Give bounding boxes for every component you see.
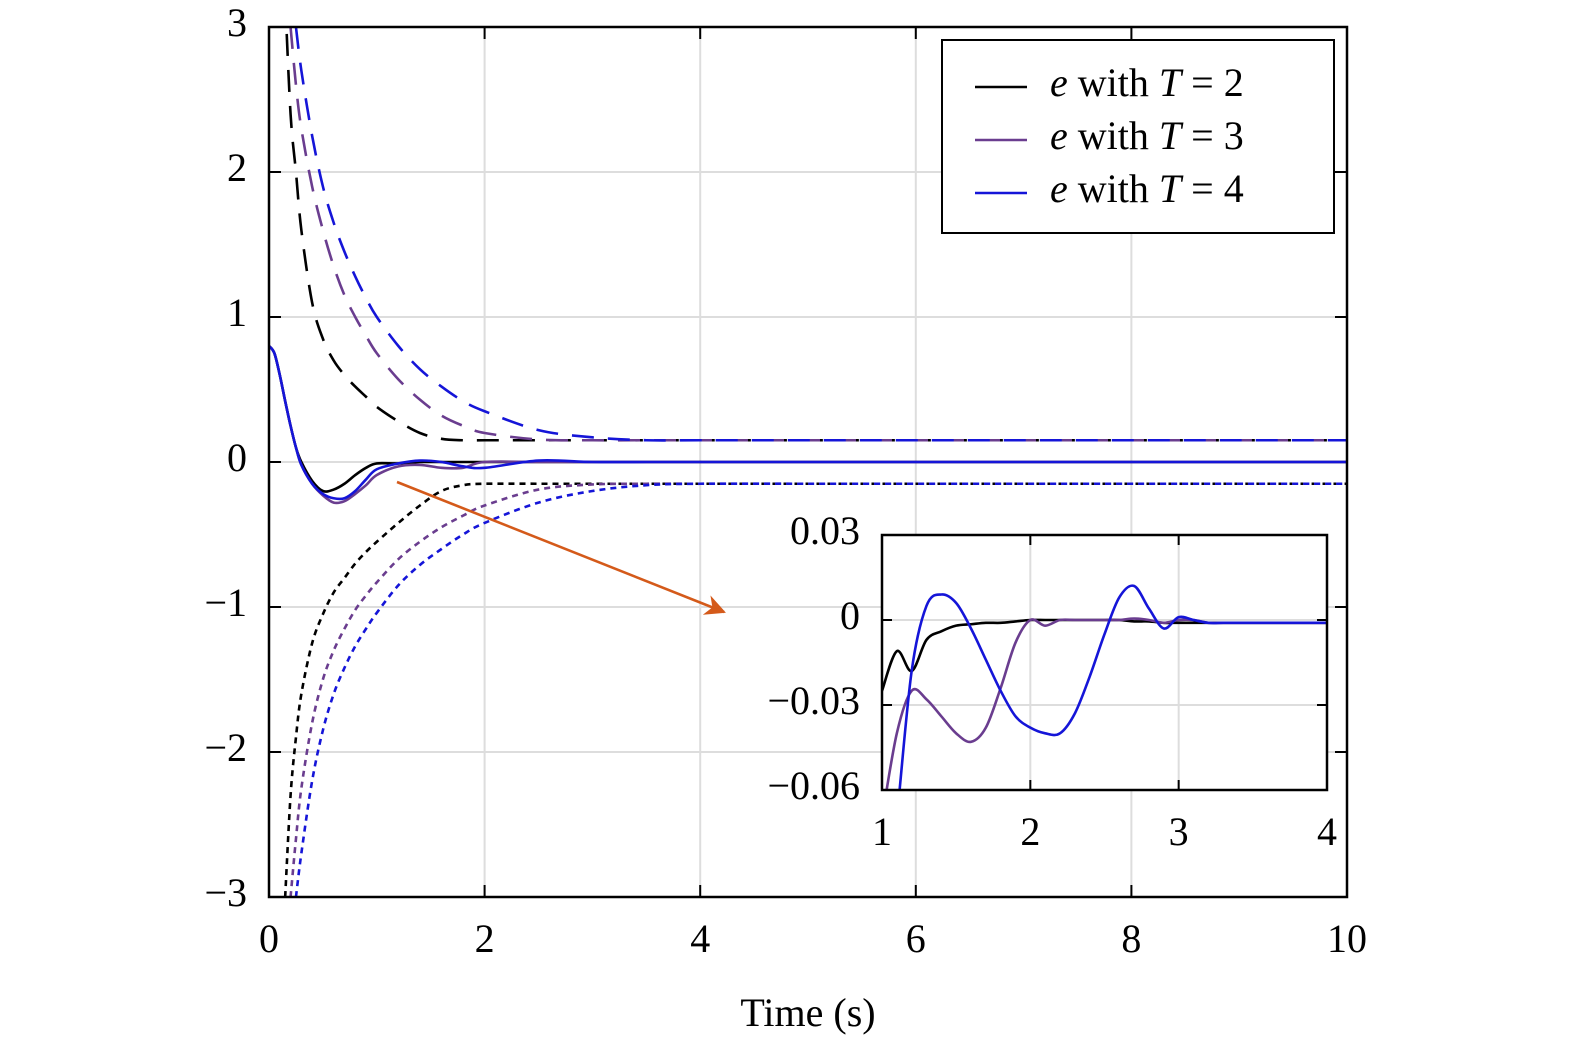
x-tick-label: 2 [1020,809,1040,854]
plot-area [269,27,1347,897]
series-line [294,482,1347,897]
x-tick-label: 3 [1169,809,1189,854]
x-tick-label: 1 [872,809,892,854]
x-tick-label: 2 [475,916,495,961]
series-line [294,27,1347,442]
series-line [269,345,1347,493]
x-tick-label: 10 [1327,916,1367,961]
y-tick-label: 3 [227,0,247,45]
y-tick-label: 2 [227,145,247,190]
legend-box [941,39,1335,234]
y-tick-label: 1 [227,290,247,335]
x-tick-label: 8 [1121,916,1141,961]
plot-area [882,584,1327,790]
legend-label: e with T = 3 [1050,113,1244,158]
series-line [269,345,1347,501]
x-tick-label: 4 [1317,809,1337,854]
zoom-arrow [396,480,726,615]
inset-background [882,535,1327,790]
legend-label: e with T = 2 [1050,60,1244,105]
series-line [289,27,1347,442]
y-tick-label: −0.06 [767,763,860,808]
y-tick-label: −2 [204,725,247,770]
series-line [283,482,1347,897]
y-tick-label: −0.03 [767,678,860,723]
y-tick-label: 0 [840,593,860,638]
x-tick-label: 4 [690,916,710,961]
axes: 1 2 3 4 −0.06 −0.03 0 0.03 [767,508,1337,854]
series-line [269,345,1347,505]
series-line [285,27,1347,442]
y-tick-label: −3 [204,870,247,915]
x-axis-label: Time (s) [740,990,875,1035]
axes-frame [880,533,1329,792]
y-tick-label: 0.03 [790,508,860,553]
y-tick-label: 0 [227,435,247,480]
y-tick-label: −1 [204,580,247,625]
x-tick-label: 6 [906,916,926,961]
legend-label: e with T = 4 [1050,166,1244,211]
series-line [289,482,1347,897]
axes-frame [267,25,1349,899]
x-tick-label: 0 [259,916,279,961]
series-line [898,584,1327,790]
